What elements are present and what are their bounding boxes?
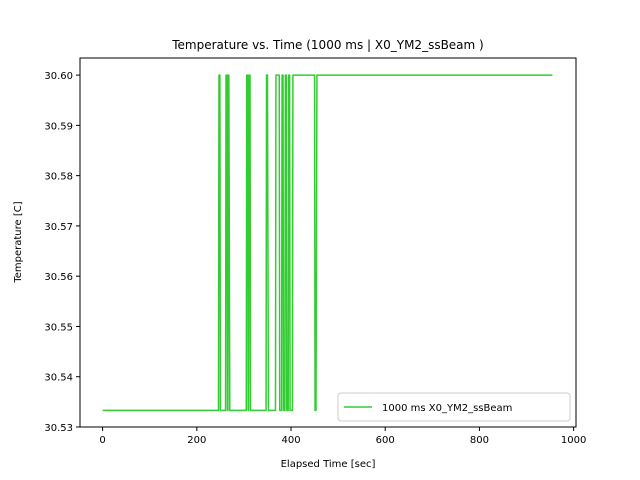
x-tick-label: 200 [187, 435, 206, 446]
x-tick-label: 1000 [561, 435, 586, 446]
x-tick-label: 400 [281, 435, 300, 446]
y-tick-label: 30.53 [44, 423, 73, 434]
legend-box [337, 392, 571, 422]
y-tick-label: 30.59 [44, 121, 73, 132]
series-line [102, 74, 553, 412]
y-axis: 30.53 30.54 30.55 30.56 30.57 30.58 30.59 30.60 [44, 71, 80, 434]
y-tick-label: 30.54 [44, 373, 73, 384]
y-tick-label: 30.56 [44, 272, 73, 283]
x-axis-label: Elapsed Time [sec] [281, 459, 376, 470]
axes-frame [79, 57, 577, 428]
x-tick-label: 0 [99, 435, 105, 446]
x-axis: 0 200 400 600 800 1000 [99, 427, 586, 446]
y-tick-label: 30.55 [44, 322, 73, 333]
plot-area [102, 74, 553, 412]
legend: 1000 ms X0_YM2_ssBeam [337, 392, 571, 422]
legend-label: 1000 ms X0_YM2_ssBeam [382, 403, 512, 414]
y-tick-label: 30.58 [44, 172, 73, 183]
y-tick-label: 30.57 [44, 222, 73, 233]
y-tick-label: 30.60 [44, 71, 73, 82]
chart-title: Temperature vs. Time (1000 ms | X0_YM2_s… [171, 38, 483, 52]
x-tick-label: 600 [376, 435, 395, 446]
y-axis-label: Temperature [C] [13, 201, 24, 283]
x-tick-label: 800 [470, 435, 489, 446]
